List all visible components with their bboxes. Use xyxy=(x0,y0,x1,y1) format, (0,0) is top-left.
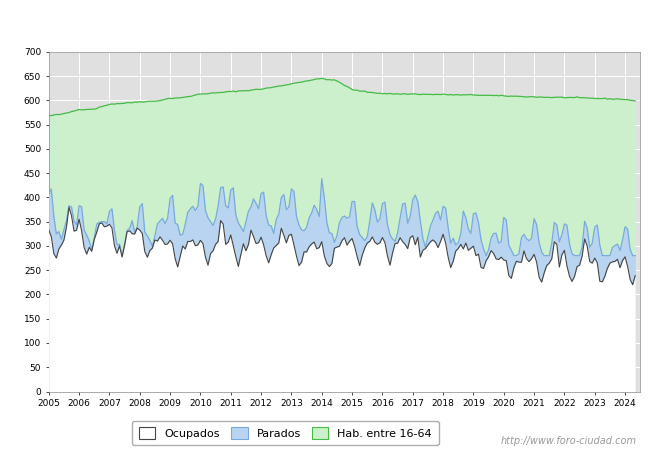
Legend: Ocupados, Parados, Hab. entre 16-64: Ocupados, Parados, Hab. entre 16-64 xyxy=(132,421,439,446)
Text: Escañuela - Evolucion de la poblacion en edad de Trabajar Mayo de 2024: Escañuela - Evolucion de la poblacion en… xyxy=(53,26,597,39)
Text: http://www.foro-ciudad.com: http://www.foro-ciudad.com xyxy=(501,436,637,446)
